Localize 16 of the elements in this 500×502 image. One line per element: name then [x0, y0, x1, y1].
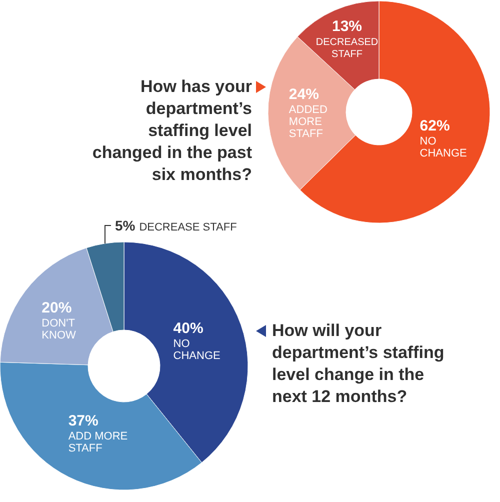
slice-label: ADDED MORE STAFF — [288, 104, 328, 140]
slice-label: NO CHANGE — [420, 135, 467, 160]
data-label: 24% — [288, 86, 319, 104]
slice-label: DECREASE STAFF — [139, 221, 238, 234]
slice-label: DON'T KNOW — [42, 317, 77, 342]
data-label: 37% — [68, 412, 98, 430]
data-label: 13% — [332, 18, 362, 35]
slice-label: ADD MORE STAFF — [68, 430, 128, 455]
data-label: 62% — [420, 117, 450, 134]
slice-label: NO CHANGE — [173, 338, 220, 362]
data-label: 20% — [42, 299, 72, 316]
data-label: 40% — [173, 320, 204, 337]
data-label: 5% — [114, 217, 136, 234]
text: How will your department’s staffing level change in the next 12 months? — [272, 321, 444, 406]
slice-label: DECREASED STAFF — [316, 36, 378, 60]
text: How has your department’s staffing level changed in the past six months? — [92, 77, 252, 184]
